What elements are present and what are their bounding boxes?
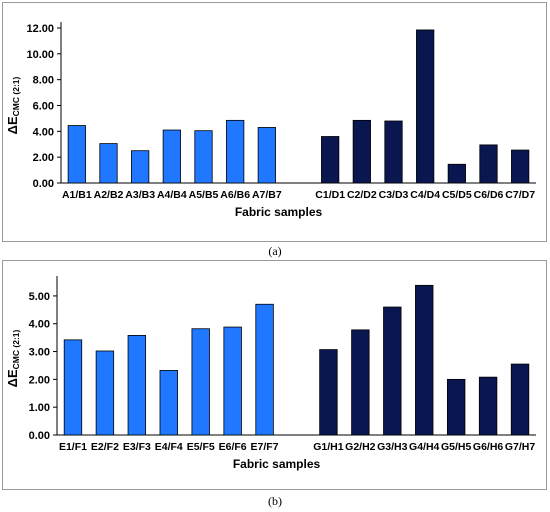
bar — [446, 378, 466, 436]
bar — [63, 339, 83, 436]
x-tick-label: A6/B6 — [220, 189, 250, 201]
x-tick-label: G7/H7 — [505, 441, 536, 453]
x-tick-label: A3/B3 — [125, 189, 155, 201]
y-axis-title-sub: CMC (2:1) — [11, 76, 21, 116]
y-tick-label: 10.00 — [26, 49, 54, 61]
y-tick-label: 8.00 — [33, 75, 54, 87]
bar — [511, 149, 530, 184]
bar — [352, 119, 371, 184]
bar — [416, 29, 435, 184]
y-tick-label: 0.00 — [29, 430, 50, 442]
x-tick-label: G1/H1 — [313, 441, 344, 453]
x-tick-label: E2/F2 — [91, 441, 119, 453]
bar — [99, 143, 118, 184]
bar — [67, 125, 86, 184]
y-axis-title: ΔECMC (2:1) — [5, 76, 21, 134]
x-tick-label: G4/H4 — [409, 441, 440, 453]
x-tick-label: E4/F4 — [155, 441, 183, 453]
y-tick-label: 12.00 — [26, 23, 54, 35]
x-tick-label: C6/D6 — [474, 189, 504, 201]
x-tick-label: E5/F5 — [187, 441, 215, 453]
caption-a: (a) — [268, 244, 282, 258]
y-axis-title-main: ΔE — [5, 116, 20, 134]
y-tick-label: 6.00 — [33, 101, 54, 113]
x-tick-label: C7/D7 — [505, 189, 535, 201]
y-tick-label: 1.00 — [29, 402, 50, 414]
y-tick-label: 5.00 — [29, 291, 50, 303]
x-axis-title: Fabric samples — [233, 457, 321, 471]
bar — [321, 136, 340, 184]
bar — [159, 370, 178, 436]
bar — [479, 144, 498, 184]
bar — [194, 130, 213, 184]
y-tick-label: 0.00 — [33, 178, 54, 190]
x-tick-label: A5/B5 — [189, 189, 219, 201]
x-tick-label: E3/F3 — [123, 441, 151, 453]
y-tick-label: 2.00 — [29, 374, 50, 386]
bar — [162, 129, 181, 184]
x-axis-title: Fabric samples — [235, 205, 323, 219]
bar — [383, 306, 402, 436]
y-axis-title-main: ΔE — [5, 369, 20, 387]
chart-panel-a: 0.00 2.00 4.00 6.00 8.00 10.00 12.00 A1/B1 A2/B2… — [2, 2, 547, 242]
x-tick-label: G6/H6 — [473, 441, 504, 453]
y-tick-label: 2.00 — [33, 152, 54, 164]
y-axis-title-sub: CMC (2:1) — [11, 329, 21, 369]
bar — [510, 363, 530, 436]
bar — [131, 150, 150, 184]
x-tick-label: G3/H3 — [377, 441, 408, 453]
caption-b: (b) — [268, 494, 282, 508]
y-tick-label: 3.00 — [29, 347, 50, 359]
x-tick-label: A7/B7 — [252, 189, 282, 201]
bar — [478, 376, 498, 436]
x-tick-label: E6/F6 — [219, 441, 247, 453]
x-tick-label: A4/B4 — [157, 189, 187, 201]
x-tick-label: C2/D2 — [347, 189, 377, 201]
bar — [384, 120, 403, 184]
x-tick-label: E1/F1 — [59, 441, 87, 453]
x-tick-label: G2/H2 — [345, 441, 376, 453]
bar — [351, 329, 370, 436]
x-tick-label: C4/D4 — [410, 189, 440, 201]
bar-chart-a: 0.00 2.00 4.00 6.00 8.00 10.00 12.00 A1/B1 A2/B2… — [5, 22, 536, 219]
bar — [191, 328, 210, 436]
x-tick-label: C3/D3 — [379, 189, 409, 201]
x-tick-label: C5/D5 — [442, 189, 472, 201]
x-tick-label: E7/F7 — [251, 441, 279, 453]
x-tick-label: G5/H5 — [441, 441, 472, 453]
bar — [257, 127, 276, 184]
bar — [255, 303, 274, 436]
bar — [226, 119, 245, 184]
bar-chart-b: 0.00 1.00 2.00 3.00 4.00 5.00 E1/F1 E2/F2 E3/F3 E… — [5, 276, 536, 471]
bar — [127, 335, 147, 436]
chart-panel-b: 0.00 1.00 2.00 3.00 4.00 5.00 E1/F1 E2/F2 E3/F3 E… — [2, 260, 547, 490]
x-tick-label: A2/B2 — [94, 189, 124, 201]
bar — [223, 326, 242, 436]
bar — [447, 163, 466, 184]
bar — [319, 349, 338, 436]
x-tick-label: A1/B1 — [62, 189, 92, 201]
y-tick-label: 4.00 — [33, 126, 54, 138]
bar — [415, 284, 434, 436]
y-tick-label: 4.00 — [29, 319, 50, 331]
x-tick-label: C1/D1 — [315, 189, 345, 201]
bar — [95, 350, 115, 436]
y-axis-title: ΔECMC (2:1) — [5, 329, 21, 387]
